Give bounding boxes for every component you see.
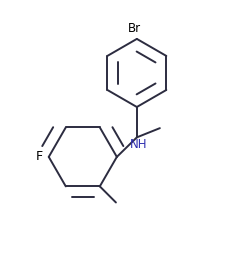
Text: F: F bbox=[36, 150, 43, 163]
Text: Br: Br bbox=[127, 22, 141, 36]
Text: NH: NH bbox=[130, 138, 147, 151]
